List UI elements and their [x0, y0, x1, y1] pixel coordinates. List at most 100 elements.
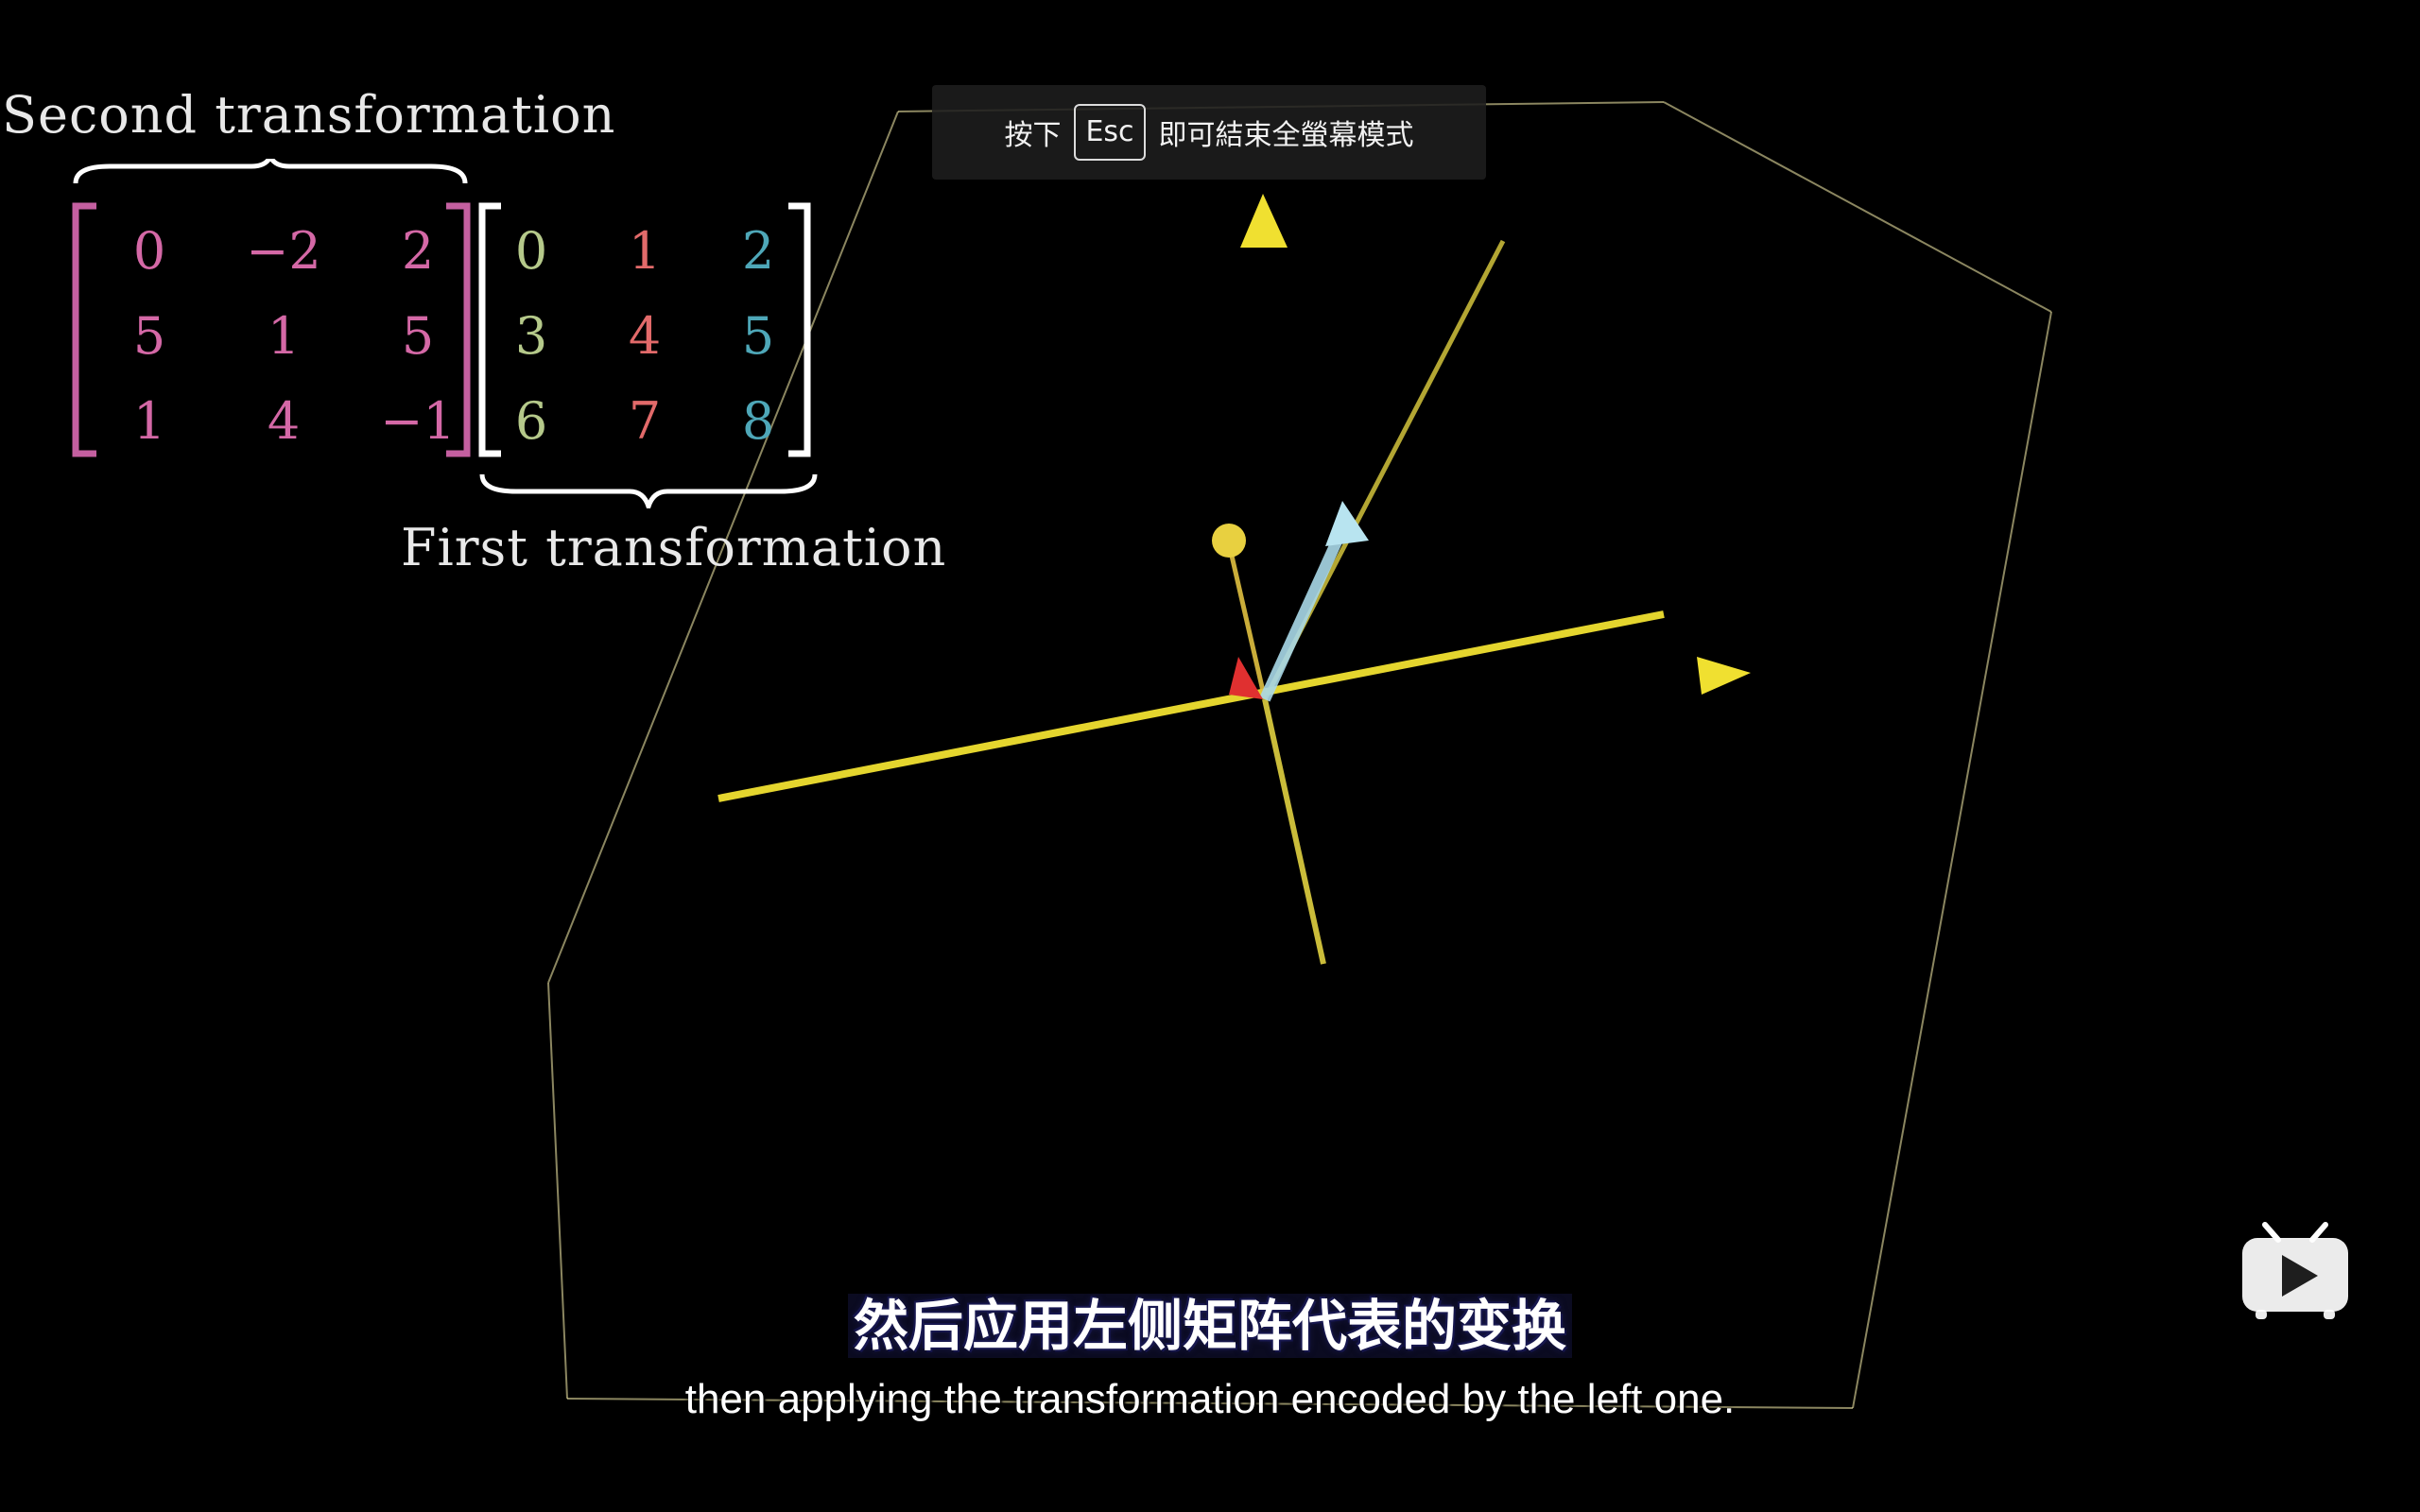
grid-line	[1622, 325, 1985, 779]
bounding-frame-line	[1663, 101, 2052, 313]
second-transformation-label: Second transformation	[2, 85, 616, 145]
subtitle-english: then applying the transformation encoded…	[684, 1376, 1736, 1422]
grid-line	[774, 232, 1190, 1272]
grid-line	[1449, 0, 1865, 954]
grid-line	[387, 414, 1644, 758]
grid-line	[1585, 0, 2001, 784]
grid-line	[325, 355, 741, 1395]
hint-suffix: 即可結束全螢幕模式	[1158, 119, 1414, 152]
grid-line	[1197, 756, 1560, 1210]
grid-line	[614, 981, 1871, 1325]
grid-line	[538, 792, 1795, 1136]
grid-line	[750, 811, 2007, 1155]
basis-vector-arrow	[1259, 526, 1348, 702]
grid-line	[505, 306, 921, 1346]
second-matrix: 0 −2 2 5 1 5 1 4 −1	[68, 202, 475, 457]
grid-line	[1443, 374, 1806, 828]
grid-line	[1765, 0, 2181, 735]
grid-line	[848, 546, 2105, 890]
bilibili-tv-icon[interactable]	[2238, 1219, 2352, 1323]
grid-line	[1697, 0, 2113, 820]
grid-line	[1291, 25, 1707, 1064]
subtitle-zh-text: 然后应用左侧矩阵代表的变换	[847, 1294, 1572, 1358]
matrix-cell: 3	[514, 306, 548, 366]
grid-line	[697, 168, 1954, 512]
grid-line	[970, 189, 1333, 643]
grid-line	[500, 697, 1757, 1041]
second-brace	[73, 159, 468, 184]
grid-line	[606, 707, 1863, 1051]
grid-line	[1313, 85, 1729, 1125]
grid-line	[842, 147, 1258, 1187]
bounding-frame-line	[1852, 311, 2052, 1409]
matrix-cell: 0	[132, 221, 166, 281]
grid-line	[568, 612, 1825, 956]
matrix-cell: −1	[380, 391, 456, 451]
bounding-frame-line	[547, 982, 568, 1400]
grid-line	[1509, 42, 1872, 495]
grid-line	[704, 442, 1962, 786]
arrowhead	[1325, 501, 1369, 546]
bounding-frame-line	[566, 1398, 1854, 1409]
grid-line	[886, 641, 2143, 985]
matrix-cell: 2	[401, 221, 435, 281]
grid-line	[1556, 658, 1919, 1111]
grid-line	[682, 896, 1939, 1240]
subtitle-chinese: 然后应用左侧矩阵代表的变换	[0, 1289, 2420, 1363]
esc-key[interactable]: Esc	[1074, 104, 1146, 161]
first-brace	[479, 473, 818, 508]
grid-line	[1133, 134, 1549, 1174]
arrowhead	[1240, 194, 1288, 248]
matrix-cell: 4	[267, 391, 301, 451]
grid-line	[954, 183, 1370, 1223]
grid-line	[644, 801, 1901, 1145]
grid-line	[1263, 423, 1626, 877]
matrix-cell: −2	[246, 221, 321, 281]
grid-line	[1675, 0, 2091, 760]
grid-line	[1736, 609, 2099, 1062]
hint-prefix: 按下	[1004, 119, 1062, 152]
matrix-cell: 5	[401, 306, 435, 366]
grid-line	[462, 603, 1720, 947]
matrix-cell: 4	[628, 306, 662, 366]
grid-line	[1403, 60, 1819, 1100]
grid-line	[1022, 98, 1438, 1138]
grid-line	[821, 87, 1236, 1126]
grid-line	[1517, 0, 1933, 869]
grid-line	[508, 0, 1765, 40]
yellow-axis	[717, 610, 1665, 802]
matrix-cell: 7	[628, 391, 662, 451]
matrix-cell: 5	[741, 306, 775, 366]
fullscreen-exit-hint: 按下 Esc 即可結束全螢幕模式	[932, 85, 1486, 180]
matrix-cell: 5	[132, 306, 166, 366]
grid-line	[1493, 36, 1909, 1075]
grid-line	[712, 716, 1969, 1060]
arrowhead	[1229, 657, 1263, 699]
grid-line	[752, 172, 1168, 1211]
grid-line	[1017, 805, 1380, 1259]
grid-line	[1561, 0, 1977, 990]
matrix-cell: 0	[514, 221, 548, 281]
grid-line	[838, 854, 1201, 1308]
yellow-axis	[1226, 542, 1268, 700]
grid-line	[856, 0, 1219, 359]
grid-line	[1539, 0, 1955, 930]
matrix-cell: 2	[741, 221, 775, 281]
grid-line	[790, 238, 1153, 692]
matrix-cell: 1	[132, 391, 166, 451]
yellow-axis	[1262, 698, 1326, 965]
matrix-cell: 1	[628, 221, 662, 281]
arrowhead	[1697, 657, 1751, 695]
grid-line	[780, 631, 2037, 975]
first-matrix: 0 1 2 3 4 5 6 7 8	[475, 202, 815, 457]
grid-line	[724, 571, 1087, 1024]
grid-line	[818, 726, 2075, 1070]
grid-line	[1376, 707, 1739, 1160]
grid-line	[1044, 159, 1460, 1198]
matrix-cell: 8	[741, 391, 775, 451]
grid-line	[576, 886, 1833, 1230]
grid-line	[1471, 0, 1887, 1015]
first-transformation-label: First transformation	[401, 518, 947, 577]
matrix-cell: 6	[514, 391, 548, 451]
